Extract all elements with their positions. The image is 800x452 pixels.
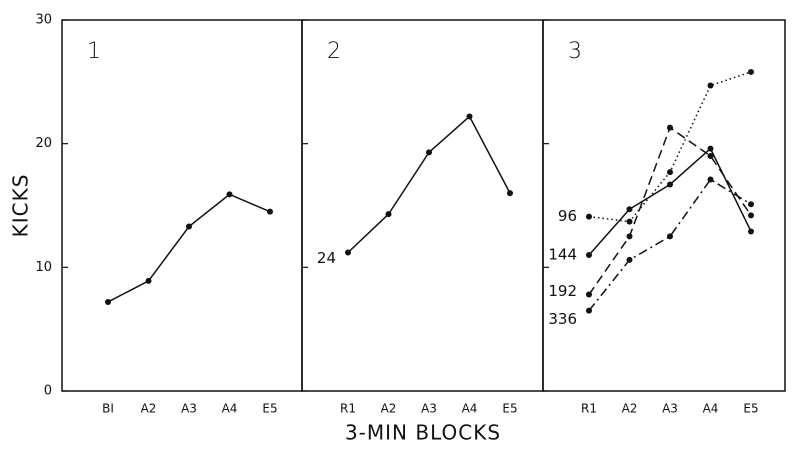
data-point	[748, 68, 754, 75]
data-point	[586, 291, 592, 298]
series-line	[588, 126, 752, 295]
y-tick-label: 20	[35, 136, 52, 151]
x-tick-label: A2	[622, 402, 638, 416]
panel-label: 2	[327, 39, 341, 64]
x-tick-label: R1	[340, 402, 356, 416]
data-point	[748, 228, 754, 235]
x-tick-label: E5	[262, 402, 277, 416]
data-point	[667, 169, 673, 176]
x-tick-label: A2	[141, 402, 157, 416]
data-point	[426, 149, 432, 156]
y-axis-label: KICKS	[9, 174, 33, 238]
data-point	[105, 298, 111, 305]
data-point	[707, 176, 714, 183]
series-label: 144	[548, 245, 577, 263]
series-line	[107, 193, 271, 303]
y-tick-label: 10	[35, 260, 52, 275]
data-point	[748, 201, 754, 208]
series-line	[588, 71, 752, 223]
data-point	[385, 211, 392, 218]
x-tick-label: A4	[222, 402, 238, 416]
x-tick-label: BI	[102, 402, 114, 416]
y-tick-label: 30	[35, 13, 52, 28]
panel-label: 3	[568, 39, 582, 64]
data-point	[707, 82, 714, 89]
data-point	[267, 208, 273, 215]
y-tick-label: 0	[44, 384, 52, 399]
panel-frame	[542, 19, 786, 392]
x-tick-label: E5	[502, 402, 517, 416]
data-point	[626, 206, 633, 213]
data-point	[707, 145, 714, 152]
data-point	[667, 124, 673, 131]
series-line	[588, 178, 752, 312]
series-label: 24	[317, 249, 336, 267]
data-point	[586, 251, 592, 258]
data-point	[145, 277, 152, 284]
series-label: 96	[558, 207, 577, 225]
x-tick-label: A2	[381, 402, 397, 416]
data-point	[345, 249, 351, 256]
data-point	[667, 233, 673, 240]
data-point	[626, 218, 633, 225]
x-tick-label: A3	[181, 402, 197, 416]
data-point	[586, 307, 592, 314]
data-point	[667, 181, 673, 188]
x-tick-label: A3	[421, 402, 437, 416]
series-label: 192	[548, 282, 577, 300]
x-tick-label: A4	[703, 402, 719, 416]
data-point	[186, 223, 192, 230]
panel-frame	[61, 19, 303, 392]
data-point	[226, 191, 233, 198]
panel-frame	[301, 19, 544, 392]
data-point	[626, 233, 633, 240]
x-tick-label: A4	[462, 402, 478, 416]
x-axis-label: 3-MIN BLOCKS	[345, 421, 501, 445]
data-point	[586, 213, 592, 220]
data-point	[707, 153, 714, 160]
x-tick-label: R1	[581, 402, 597, 416]
panel-label: 1	[87, 39, 101, 64]
x-tick-label: E5	[743, 402, 758, 416]
series-line	[347, 115, 511, 254]
data-point	[507, 190, 513, 197]
x-tick-label: A3	[662, 402, 678, 416]
data-point	[626, 256, 633, 263]
data-point	[748, 212, 754, 219]
data-point	[466, 113, 473, 120]
series-label: 336	[548, 310, 577, 328]
